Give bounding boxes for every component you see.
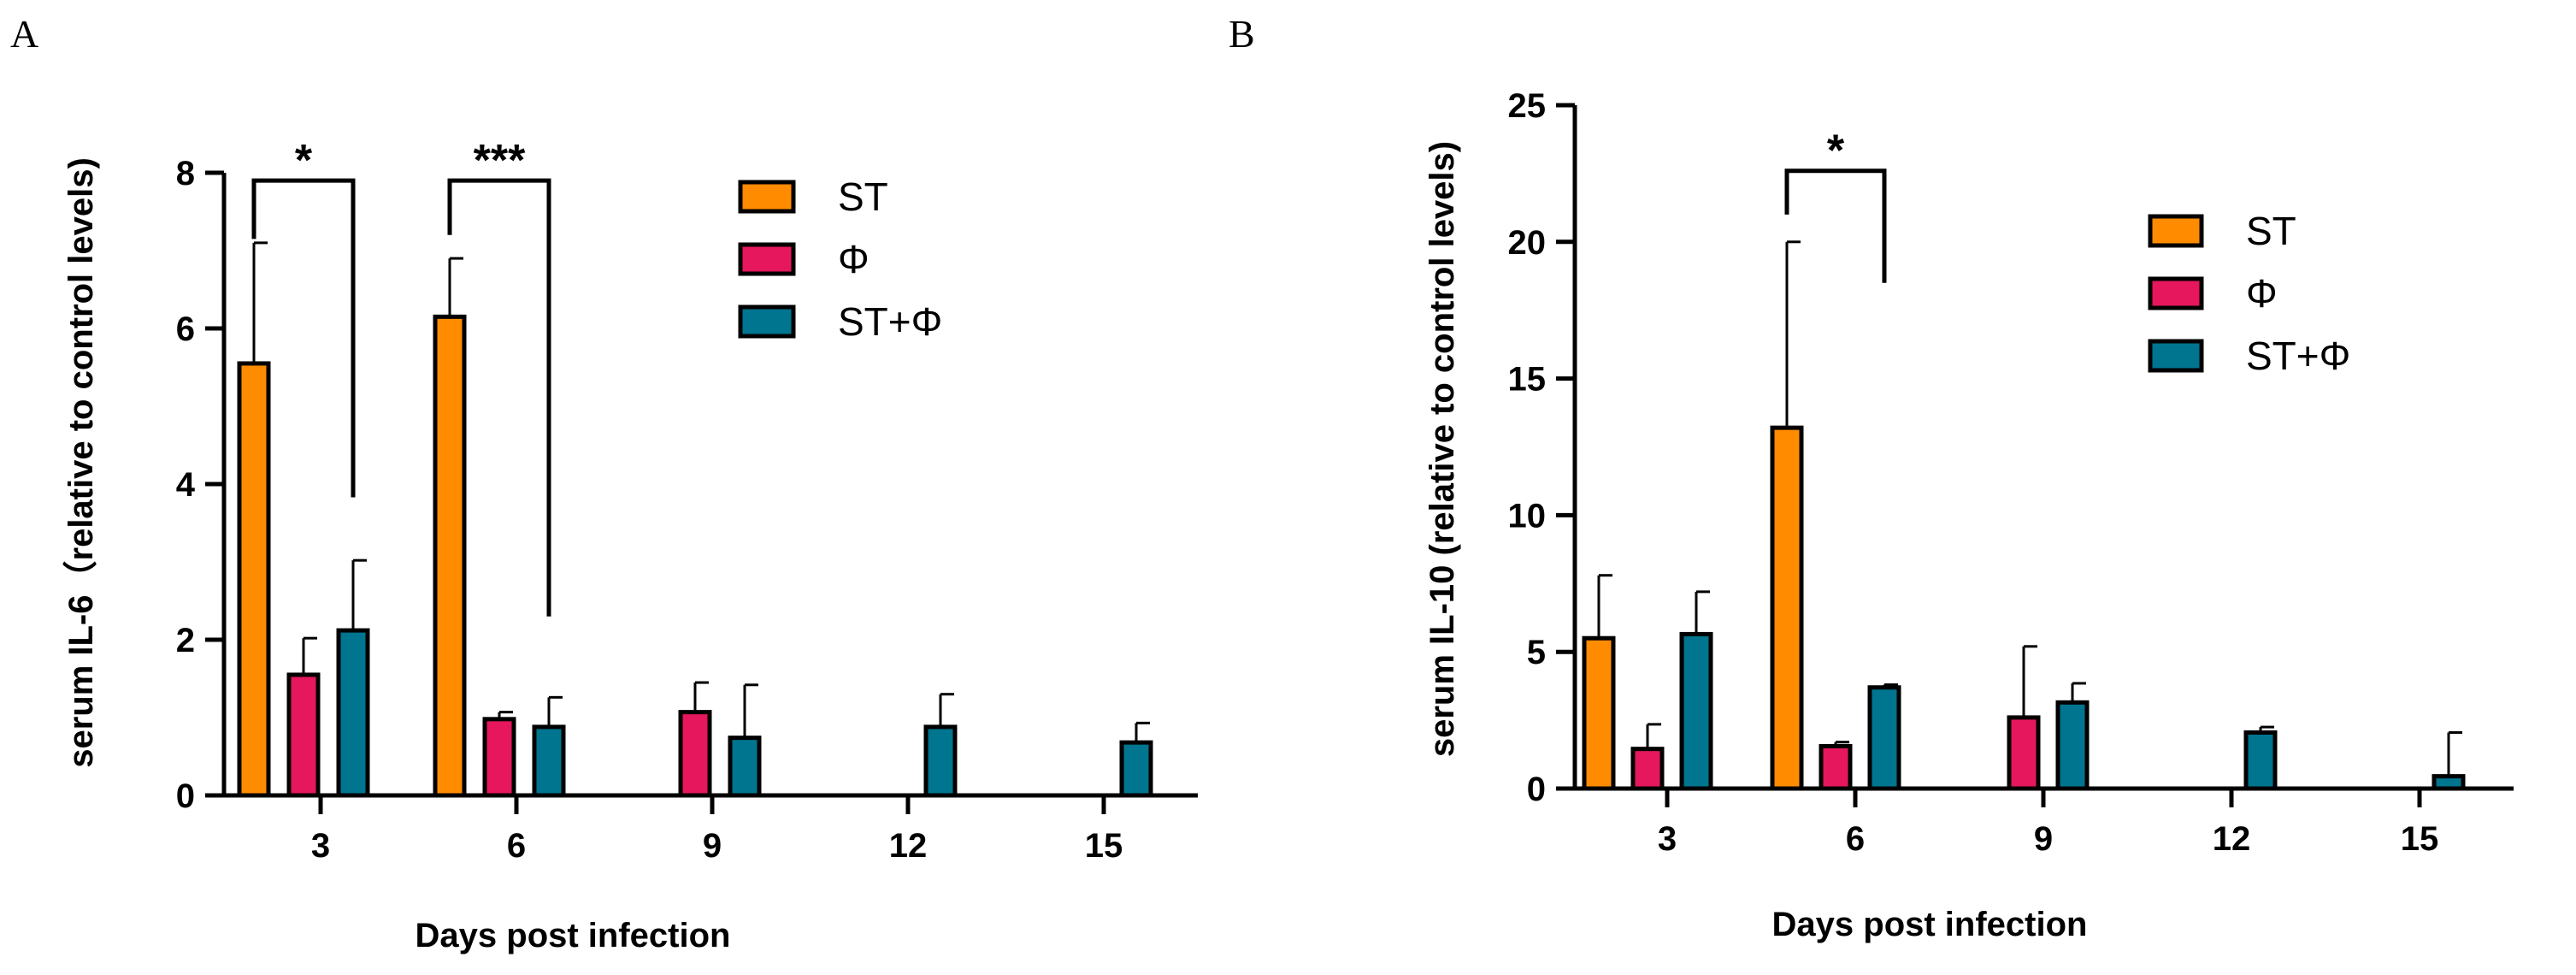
- x-tick-label: 9: [703, 827, 722, 865]
- bar: [286, 672, 321, 798]
- bar: [1770, 425, 1804, 791]
- x-tick-label: 3: [311, 827, 330, 865]
- legend-label: ST: [2246, 209, 2296, 253]
- panel-label: B: [1229, 12, 1255, 56]
- y-tick-label: 2: [176, 622, 195, 659]
- bar: [2007, 715, 2041, 791]
- legend-label: Φ: [838, 237, 869, 281]
- significance-bracket: [1784, 168, 1887, 283]
- bar: [2432, 774, 2466, 791]
- bar: [433, 314, 467, 798]
- x-axis-title: Days post infection: [416, 917, 731, 954]
- bar: [1630, 747, 1665, 791]
- y-tick-label: 5: [1527, 634, 1546, 671]
- x-tick-label: 3: [1658, 820, 1677, 858]
- y-tick-label: 4: [176, 466, 196, 504]
- x-axis-title: Days post infection: [1772, 906, 2088, 943]
- x-tick-label: 6: [507, 827, 526, 865]
- significance-bracket: [447, 178, 551, 617]
- bar: [728, 736, 762, 798]
- y-tick-label: 20: [1508, 224, 1547, 262]
- legend-swatch: [738, 304, 796, 339]
- x-tick-label: 15: [1085, 827, 1123, 865]
- bar: [532, 724, 566, 798]
- x-tick-label: 12: [889, 827, 928, 865]
- y-axis-title: serum IL-10 (relative to control levels): [1424, 141, 1461, 757]
- y-tick-label: 6: [176, 310, 195, 348]
- y-tick-label: 15: [1508, 361, 1547, 399]
- bar: [1819, 743, 1853, 791]
- bar: [482, 717, 516, 798]
- y-tick-label: 25: [1508, 87, 1547, 125]
- significance-label: ***: [474, 136, 526, 186]
- bar: [1867, 685, 1901, 791]
- y-tick-label: 0: [176, 777, 195, 815]
- bar: [1119, 740, 1153, 798]
- bar: [2243, 730, 2278, 791]
- bar: [2055, 700, 2090, 791]
- bar: [1679, 631, 1713, 791]
- significance-bracket: [251, 178, 356, 498]
- y-axis-title: serum IL-6（relative to control levels): [62, 157, 100, 768]
- legend-swatch: [738, 180, 796, 214]
- panel-b: B 0 5 10 15 20 25 3 6 9 12 15 * serum IL-10 (relative…: [1229, 12, 2514, 943]
- legend-swatch: [2148, 214, 2204, 248]
- x-tick-label: 12: [2213, 820, 2251, 858]
- bar: [237, 361, 271, 798]
- panel-label: A: [10, 12, 38, 56]
- bar: [1582, 635, 1616, 791]
- legend-label: Φ: [2246, 271, 2278, 316]
- significance-label: *: [295, 136, 313, 186]
- legend-swatch: [738, 242, 796, 276]
- bar: [678, 710, 712, 798]
- y-tick-label: 0: [1527, 771, 1546, 808]
- x-tick-label: 6: [1846, 820, 1865, 858]
- legend-label: ST+Φ: [838, 299, 942, 344]
- x-tick-label: 9: [2034, 820, 2053, 858]
- legend-label: ST: [838, 174, 888, 219]
- x-tick-label: 15: [2401, 820, 2439, 858]
- y-tick-label: 8: [176, 155, 195, 192]
- y-tick-label: 10: [1508, 497, 1547, 535]
- legend-swatch: [2148, 339, 2204, 373]
- legend-label: ST+Φ: [2246, 334, 2350, 378]
- significance-label: *: [1827, 127, 1845, 176]
- bar: [336, 628, 370, 798]
- bar: [923, 724, 958, 798]
- legend-swatch: [2148, 276, 2204, 310]
